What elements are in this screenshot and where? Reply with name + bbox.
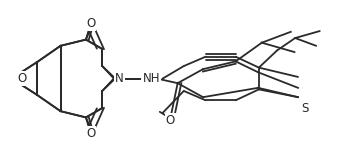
Text: O: O (166, 114, 175, 127)
Text: NH: NH (142, 72, 160, 85)
Text: O: O (86, 17, 95, 30)
Text: S: S (302, 102, 309, 115)
Text: N: N (115, 72, 124, 85)
Text: O: O (86, 127, 95, 140)
Text: O: O (18, 72, 27, 85)
